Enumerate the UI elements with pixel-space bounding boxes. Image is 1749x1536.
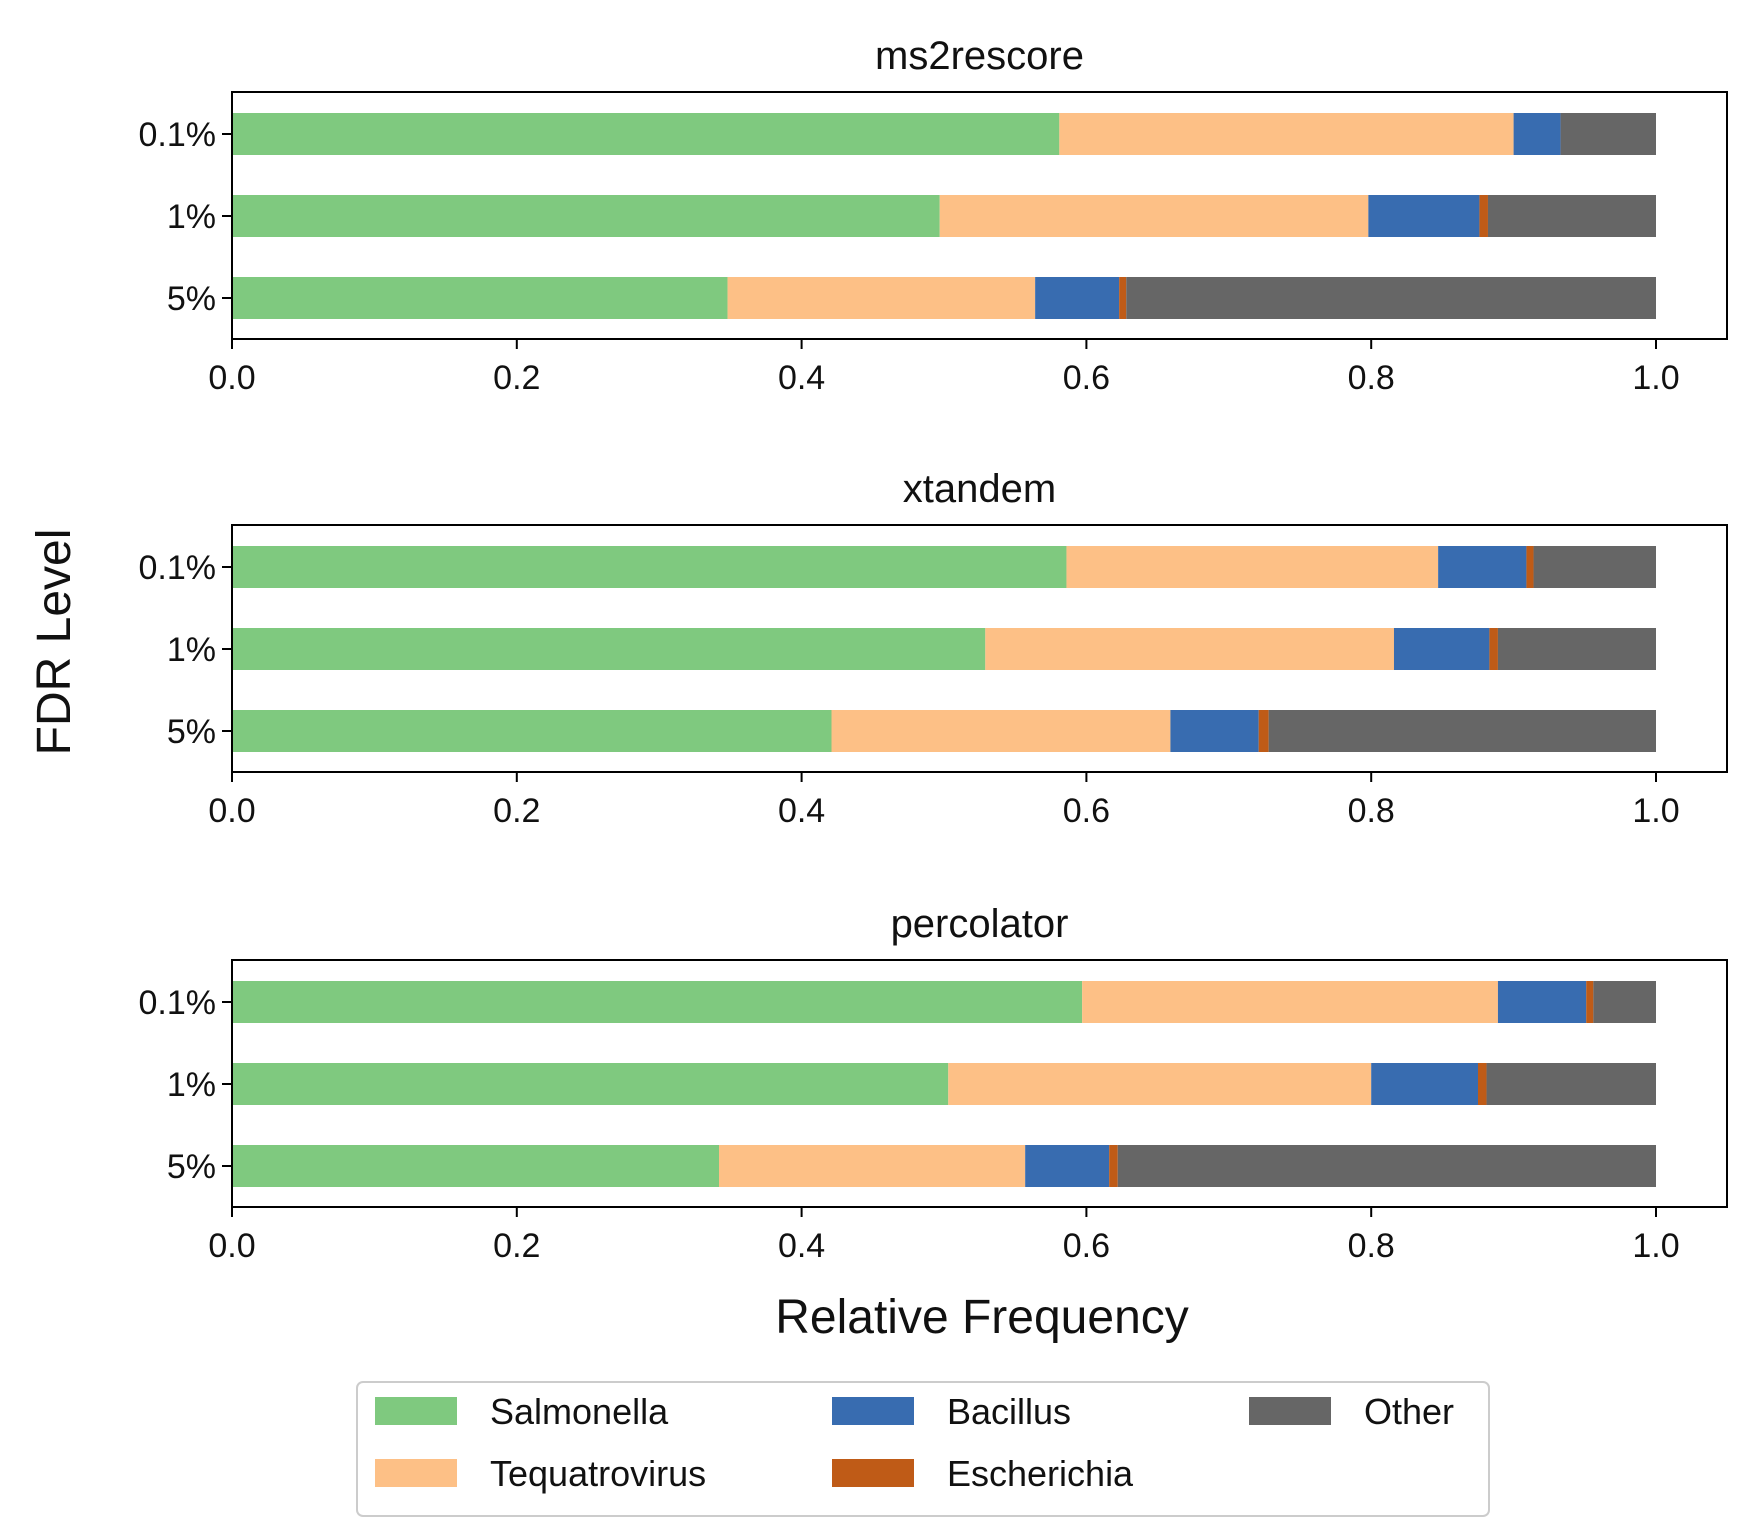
x-tick-label: 0.2 — [493, 792, 540, 830]
bar-segment — [939, 195, 1369, 237]
x-tick-label: 0.8 — [1348, 359, 1395, 397]
bar-segment — [1368, 195, 1480, 237]
x-tick-label: 1.0 — [1632, 792, 1679, 830]
legend-item: Salmonella — [375, 1391, 669, 1432]
legend-swatch — [832, 1397, 914, 1425]
legend-item: Tequatrovirus — [375, 1453, 706, 1494]
bar-segment — [1497, 981, 1587, 1023]
bar-segment — [1117, 1145, 1656, 1187]
legend-items: Salmonella Tequatrovirus Bacillus Escherich… — [375, 1391, 1454, 1494]
bar-segment — [1486, 1063, 1656, 1105]
legend-label: Escherichia — [947, 1453, 1134, 1494]
bar-segment — [232, 628, 986, 670]
y-tick-label: 5% — [167, 713, 216, 751]
bar-segment — [232, 195, 940, 237]
y-tick-label: 5% — [167, 1148, 216, 1186]
bar-segment — [727, 277, 1036, 319]
y-tick-label: 0.1% — [139, 549, 217, 587]
y-axis-label: FDR Level — [28, 529, 81, 756]
x-tick-label: 0.4 — [778, 1227, 825, 1265]
legend-swatch — [1249, 1397, 1331, 1425]
x-tick-label: 0.0 — [208, 359, 255, 397]
x-tick-label: 1.0 — [1632, 1227, 1679, 1265]
y-tick-label: 0.1% — [139, 984, 217, 1022]
bar-segment — [1489, 628, 1498, 670]
x-tick-label: 0.8 — [1348, 792, 1395, 830]
bar-segment — [232, 1063, 949, 1105]
x-tick-label: 0.2 — [493, 359, 540, 397]
chart-panel: ms2rescore 0.1% 1% 5% 0.0 0.2 0.4 0.6 0.8 1.0 — [139, 34, 1728, 397]
bar-segment — [232, 546, 1067, 588]
x-tick-label: 0.6 — [1063, 1227, 1110, 1265]
bar-segment — [1258, 710, 1269, 752]
legend-item: Bacillus — [832, 1391, 1071, 1432]
x-tick-label: 0.8 — [1348, 1227, 1395, 1265]
bar-segment — [232, 113, 1060, 155]
x-tick-label: 0.0 — [208, 1227, 255, 1265]
bar-segment — [1119, 277, 1127, 319]
panel-title: xtandem — [903, 467, 1056, 511]
y-tick-label: 1% — [167, 631, 216, 669]
bar-segment — [1393, 628, 1490, 670]
panel-title: percolator — [891, 902, 1069, 946]
bar-segment — [1170, 710, 1259, 752]
bar-segment — [1526, 546, 1534, 588]
x-axis-label: Relative Frequency — [775, 1291, 1189, 1344]
legend-label: Salmonella — [490, 1391, 669, 1432]
bar-segment — [1035, 277, 1120, 319]
bar-segment — [1066, 546, 1439, 588]
x-tick-label: 0.2 — [493, 1227, 540, 1265]
x-tick-label: 0.0 — [208, 792, 255, 830]
bar-segment — [1371, 1063, 1478, 1105]
legend-frame — [356, 1381, 1490, 1517]
bar-segment — [948, 1063, 1372, 1105]
bar-segment — [1560, 113, 1656, 155]
legend-item: Other — [1249, 1391, 1454, 1432]
bar-segment — [831, 710, 1171, 752]
legend-item: Escherichia — [832, 1453, 1134, 1494]
panel-title: ms2rescore — [875, 34, 1084, 78]
chart-panel: xtandem 0.1% 1% 5% 0.0 0.2 0.4 0.6 0.8 1.0 — [139, 467, 1728, 830]
y-tick-label: 1% — [167, 198, 216, 236]
bar-segment — [1487, 195, 1656, 237]
bar-segment — [232, 710, 832, 752]
y-tick-label: 1% — [167, 1066, 216, 1104]
bar-segment — [1025, 1145, 1110, 1187]
bar-segment — [1126, 277, 1656, 319]
bar-segment — [1586, 981, 1594, 1023]
x-tick-label: 0.6 — [1063, 359, 1110, 397]
legend-swatch — [832, 1459, 914, 1487]
y-tick-label: 0.1% — [139, 116, 217, 154]
x-tick-label: 1.0 — [1632, 359, 1679, 397]
bar-segment — [1268, 710, 1656, 752]
x-tick-label: 0.6 — [1063, 792, 1110, 830]
bar-segment — [985, 628, 1394, 670]
bar-segment — [232, 277, 728, 319]
bar-segment — [1438, 546, 1527, 588]
bar-segment — [232, 1145, 720, 1187]
bar-segment — [1497, 628, 1656, 670]
bar-segment — [1059, 113, 1514, 155]
legend-label: Tequatrovirus — [490, 1453, 706, 1494]
y-tick-label: 5% — [167, 280, 216, 318]
bar-segment — [1513, 113, 1561, 155]
bar-segment — [1478, 1063, 1487, 1105]
legend-label: Bacillus — [947, 1391, 1071, 1432]
bar-segment — [232, 981, 1083, 1023]
legend-swatch — [375, 1459, 457, 1487]
chart-panel: percolator 0.1% 1% 5% 0.0 0.2 0.4 0.6 0.8 1.0 — [139, 902, 1728, 1265]
bar-segment — [719, 1145, 1026, 1187]
bar-segment — [1109, 1145, 1118, 1187]
legend-swatch — [375, 1397, 457, 1425]
x-tick-label: 0.4 — [778, 359, 825, 397]
bar-segment — [1533, 546, 1656, 588]
x-tick-label: 0.4 — [778, 792, 825, 830]
bar-segment — [1593, 981, 1656, 1023]
bar-segment — [1479, 195, 1488, 237]
bar-segment — [1082, 981, 1498, 1023]
legend-label: Other — [1364, 1391, 1454, 1432]
legend: Salmonella Tequatrovirus Bacillus Escherich… — [356, 1381, 1490, 1517]
